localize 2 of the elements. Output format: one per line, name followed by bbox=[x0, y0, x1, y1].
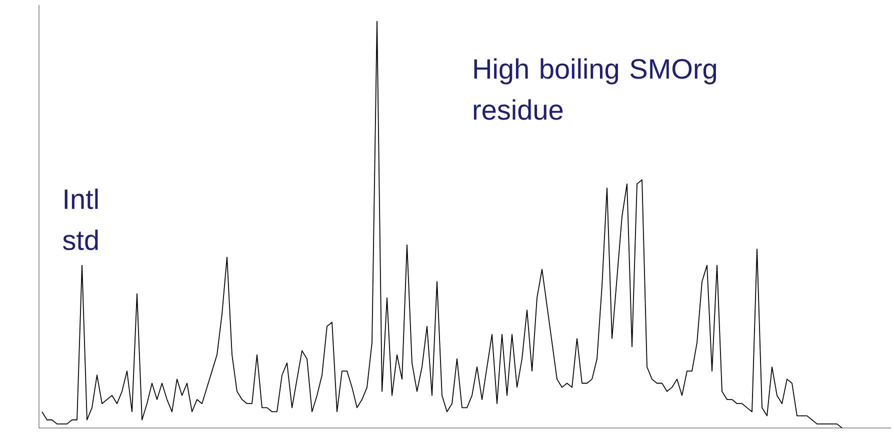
annotation: Intl std bbox=[62, 188, 98, 250]
annotation: High boiling SMOrg residue bbox=[474, 58, 716, 120]
